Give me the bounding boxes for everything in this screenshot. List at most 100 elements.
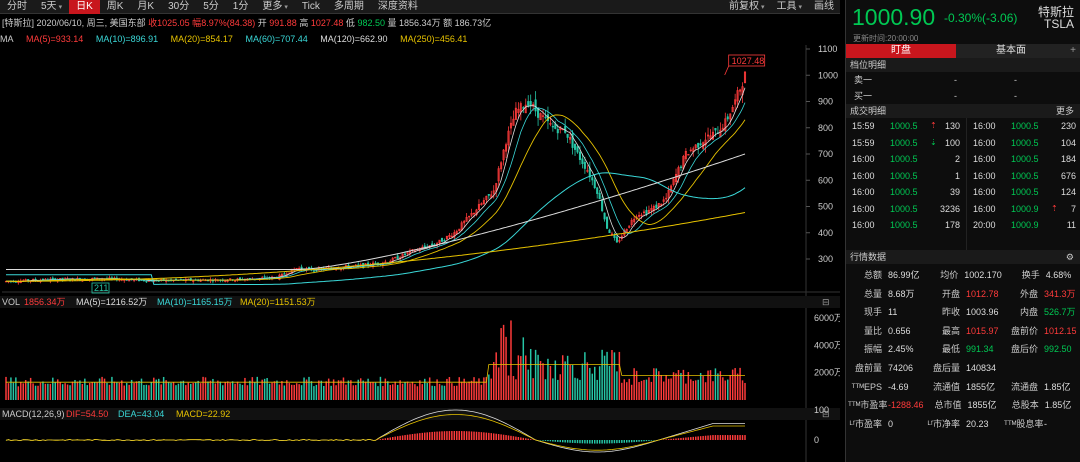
volume-bar bbox=[330, 385, 332, 400]
candle-body bbox=[453, 232, 456, 238]
volume-bar bbox=[111, 376, 113, 400]
trades-more-link[interactable]: 更多 bbox=[1055, 106, 1074, 116]
toolbar-tool-0[interactable]: 前复权 ▾ bbox=[723, 0, 771, 14]
collapse-icon[interactable]: ⊟ bbox=[822, 409, 830, 419]
toolbar-tool-label: 工具 bbox=[776, 0, 797, 12]
candle-body bbox=[445, 235, 448, 240]
volume-bar bbox=[507, 375, 510, 400]
trade-volume: 124 bbox=[1061, 187, 1077, 197]
period-tab-4[interactable]: 月K bbox=[130, 0, 161, 14]
trade-price: 1000.5 bbox=[1011, 154, 1039, 164]
volume-bar bbox=[694, 380, 697, 400]
add-tab-button[interactable]: + bbox=[1070, 45, 1076, 56]
candle-body bbox=[618, 240, 621, 242]
volume-bar bbox=[207, 381, 209, 400]
candle-body bbox=[312, 270, 315, 272]
macd-label: MACD(12,26,9) bbox=[2, 409, 65, 419]
volume-bar bbox=[15, 377, 17, 400]
volume-bar bbox=[374, 382, 377, 400]
quote-panel: 1000.90 -0.30%(-3.06) 特斯拉 TSLA 更新时间:20:0… bbox=[845, 0, 1080, 462]
volume-bar bbox=[133, 382, 135, 400]
arrow-up-icon: ⇡ bbox=[930, 121, 937, 130]
period-tab-8[interactable]: 更多 ▾ bbox=[255, 0, 295, 14]
stat-label: 总市值 bbox=[934, 400, 962, 411]
stat-value: 1002.170 bbox=[964, 270, 1002, 280]
candle-body bbox=[665, 197, 668, 200]
stat-cell: 最高 1015.97 bbox=[924, 322, 1002, 341]
period-tab-7[interactable]: 1分 bbox=[226, 0, 256, 14]
candle-body bbox=[502, 149, 505, 161]
period-tab-6[interactable]: 5分 bbox=[196, 0, 226, 14]
period-tab-5[interactable]: 30分 bbox=[161, 0, 196, 14]
volume-bar bbox=[596, 379, 598, 400]
volume-bar bbox=[510, 320, 512, 400]
volume-bar bbox=[557, 379, 559, 400]
toolbar-tool-2[interactable]: 画线 bbox=[808, 0, 840, 14]
candle-body bbox=[477, 204, 481, 211]
volume-bar bbox=[433, 386, 436, 400]
volume-bar bbox=[103, 378, 106, 400]
period-tab-0[interactable]: 分时 bbox=[0, 0, 34, 14]
stat-value: 991.34 bbox=[966, 344, 994, 355]
volume-bar bbox=[138, 381, 140, 400]
candlestick-chart[interactable]: 110010009008007006005004003001027.48211V… bbox=[0, 45, 840, 462]
volume-bar bbox=[522, 337, 525, 400]
stats-grid: 总额 86.99亿 均价 1002.170 换手 4.68% 总量 8.68万 开盘 1012.7… bbox=[846, 264, 1080, 433]
trade-volume: 3236 bbox=[940, 203, 961, 214]
volume-bar bbox=[576, 378, 579, 400]
amt-value: 186.73亿 bbox=[454, 18, 492, 28]
candle-body bbox=[490, 194, 493, 198]
volume-bar bbox=[539, 361, 542, 400]
stat-label: ᴸᶠ市净率 bbox=[927, 418, 960, 429]
toolbar-tool-1[interactable]: 工具 ▾ bbox=[770, 0, 808, 14]
candle-body bbox=[472, 212, 476, 215]
candle-body bbox=[529, 101, 532, 106]
left-trade-row: 15:59 1000.5 ⇣ 100 bbox=[846, 135, 966, 152]
candle-body bbox=[438, 239, 441, 243]
settings-icon[interactable]: ⚙ bbox=[1065, 252, 1074, 262]
stat-value: 8.68万 bbox=[888, 288, 915, 299]
volume-bar bbox=[192, 383, 194, 400]
trades-left-column: 15:59 1000.5 ⇡ 130 15:59 1000.5 ⇣ 100 16:00 1000.… bbox=[846, 118, 968, 250]
candle-body bbox=[687, 154, 690, 156]
period-tab-2[interactable]: 日K bbox=[69, 0, 100, 14]
tab-watch[interactable]: 盯盘 bbox=[846, 44, 956, 58]
period-tab-9[interactable]: Tick bbox=[295, 0, 327, 14]
volume-bar bbox=[288, 383, 291, 400]
period-tab-11[interactable]: 深度资料 bbox=[371, 0, 425, 14]
arrow-placeholder bbox=[1051, 184, 1061, 201]
volume-bar bbox=[377, 386, 379, 400]
period-tab-3[interactable]: 周K bbox=[100, 0, 131, 14]
tab-fundamentals[interactable]: 基本面 bbox=[996, 45, 1026, 56]
ma-legend: MA MA(5)=933.14 MA(10)=896.91 MA(20)=854… bbox=[0, 33, 820, 45]
stat-cell: ᴸᶠ市净率 20.23 bbox=[924, 415, 1002, 434]
volume-bar bbox=[561, 355, 564, 400]
candle-body bbox=[527, 101, 530, 107]
volume-bar bbox=[246, 385, 249, 400]
volume-bar bbox=[682, 369, 685, 400]
stats-row: 振幅 2.45% 最低 991.34 盘后价 992.50 bbox=[846, 340, 1080, 359]
candle-body bbox=[556, 128, 559, 134]
buy1-price: - bbox=[954, 91, 957, 101]
volume-bar bbox=[350, 380, 352, 400]
arrow-up-icon: ⇡ bbox=[1051, 203, 1058, 213]
period-tab-1[interactable]: 5天 ▾ bbox=[34, 0, 69, 14]
volume-bar bbox=[214, 383, 217, 400]
stat-label: 流通值 bbox=[932, 381, 960, 392]
left-trade-row: 15:59 1000.5 ⇡ 130 bbox=[846, 118, 966, 135]
macd-tick-label: 100 bbox=[814, 405, 829, 415]
volume-bar bbox=[719, 371, 722, 400]
quote-header: 1000.90 -0.30%(-3.06) 特斯拉 TSLA 更新时间:20:0… bbox=[846, 0, 1080, 44]
volume-bar bbox=[736, 373, 739, 400]
close-label: 收 bbox=[148, 18, 158, 28]
candle-body bbox=[470, 212, 473, 216]
volume-bar bbox=[222, 385, 224, 400]
trade-time: 16:00 bbox=[852, 154, 875, 164]
collapse-icon[interactable]: ⊟ bbox=[822, 297, 830, 307]
candle-body bbox=[566, 133, 569, 138]
stat-value: 1003.96 bbox=[966, 307, 999, 318]
period-tab-10[interactable]: 多周期 bbox=[327, 0, 371, 14]
trades-list: 15:59 1000.5 ⇡ 130 15:59 1000.5 ⇣ 100 16:00 1000.… bbox=[846, 118, 1080, 250]
volume-bar bbox=[675, 373, 677, 400]
candle-body bbox=[571, 133, 574, 148]
